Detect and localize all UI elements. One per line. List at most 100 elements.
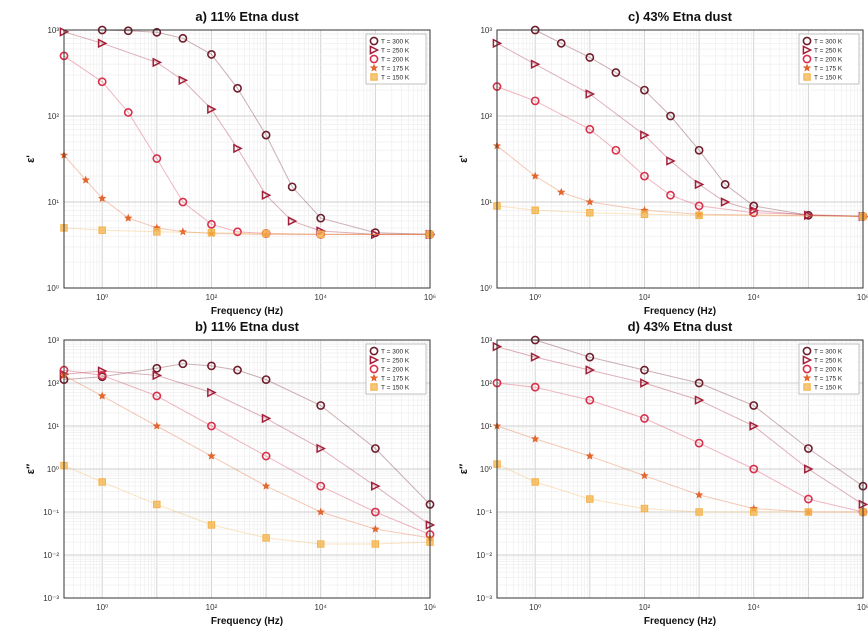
data-point xyxy=(97,77,107,87)
legend: T = 300 K T = 250 K T = 200 K T = 175 K T = … xyxy=(798,343,860,395)
data-point xyxy=(178,359,188,369)
series-3 xyxy=(59,365,435,539)
x-tick-label: 10⁰ xyxy=(96,293,108,302)
x-tick-label: 10⁶ xyxy=(857,293,868,302)
data-point xyxy=(233,83,242,93)
x-tick-label: 10² xyxy=(206,603,218,612)
data-point xyxy=(97,366,108,376)
y-tick-label: 10⁻³ xyxy=(43,594,59,603)
data-point xyxy=(531,171,540,180)
y-tick-label: 10⁻² xyxy=(43,551,59,560)
data-point xyxy=(804,508,813,516)
data-point xyxy=(611,145,621,155)
legend-marker xyxy=(802,54,812,64)
series-line xyxy=(63,465,431,545)
series-line xyxy=(63,370,431,526)
legend-label: T = 200 K xyxy=(814,57,843,64)
data-point xyxy=(370,507,380,517)
series-line xyxy=(496,346,864,505)
data-point xyxy=(261,190,272,201)
y-tick-label: 10² xyxy=(480,112,492,121)
data-point xyxy=(316,507,325,516)
x-axis-label: Frequency (Hz) xyxy=(211,616,283,627)
data-point xyxy=(261,481,271,490)
data-point xyxy=(123,108,133,117)
legend-marker xyxy=(802,364,812,374)
data-point xyxy=(530,382,540,392)
y-axis-label: ε″ xyxy=(25,463,37,474)
y-tick-label: 10² xyxy=(47,379,59,388)
data-point xyxy=(694,378,704,388)
legend-marker xyxy=(802,63,812,72)
legend-marker xyxy=(802,346,812,356)
data-point xyxy=(152,370,163,381)
chart-title: a) 11% Etna dust xyxy=(195,9,299,24)
data-point xyxy=(720,180,730,189)
data-point xyxy=(207,451,216,460)
legend-marker xyxy=(369,36,379,46)
data-point xyxy=(585,365,596,375)
x-tick-label: 10⁶ xyxy=(424,293,436,302)
y-axis-label: ε' xyxy=(25,155,37,163)
data-point xyxy=(261,375,271,384)
legend-marker xyxy=(369,364,379,374)
legend-label: T = 175 K xyxy=(814,66,843,73)
data-point xyxy=(640,85,649,95)
y-axis-label: ε' xyxy=(458,155,470,163)
data-point xyxy=(694,201,704,211)
data-point xyxy=(371,540,380,548)
x-axis-label: Frequency (Hz) xyxy=(644,306,716,317)
y-tick-label: 10¹ xyxy=(47,198,59,207)
grid xyxy=(496,29,864,289)
data-point xyxy=(153,500,161,509)
legend-marker xyxy=(802,355,813,365)
data-point xyxy=(152,421,161,430)
data-point xyxy=(152,154,162,163)
data-point xyxy=(178,197,188,207)
y-tick-label: 10⁻² xyxy=(476,551,492,560)
data-point xyxy=(749,508,758,516)
series-line xyxy=(63,55,430,235)
series-line xyxy=(63,363,431,505)
data-point xyxy=(261,413,272,424)
data-point xyxy=(316,230,325,239)
data-point xyxy=(97,38,108,49)
chart-panel-3: 10⁰ 10² 10⁴ 10⁶ 10⁻³ 10⁻² 10⁻¹ 10⁰ 10¹ 10² 10³ b) 1… xyxy=(25,319,436,627)
chart-title: d) 43% Etna dust xyxy=(628,319,733,334)
y-tick-label: 10⁰ xyxy=(47,465,59,474)
series-line xyxy=(63,369,431,535)
data-point xyxy=(207,421,216,431)
data-point xyxy=(152,27,162,37)
plot-frame xyxy=(496,339,864,599)
x-tick-label: 10⁴ xyxy=(748,603,761,612)
data-point xyxy=(207,50,216,59)
legend-label: T = 200 K xyxy=(381,57,410,64)
x-tick-label: 10⁴ xyxy=(315,293,328,302)
x-tick-label: 10⁴ xyxy=(748,293,761,302)
y-tick-label: 10¹ xyxy=(47,422,59,431)
data-point xyxy=(152,57,163,68)
data-point xyxy=(749,464,759,474)
legend: T = 300 K T = 250 K T = 200 K T = 175 K T = … xyxy=(365,33,427,85)
x-tick-label: 10⁴ xyxy=(315,603,328,612)
data-point xyxy=(316,481,326,491)
x-tick-label: 10⁶ xyxy=(857,603,868,612)
data-point xyxy=(586,209,594,217)
data-point xyxy=(98,391,107,400)
data-point xyxy=(287,182,297,192)
data-point xyxy=(804,464,814,474)
y-tick-label: 10⁰ xyxy=(480,284,492,293)
data-point xyxy=(81,175,90,184)
data-point xyxy=(585,395,595,405)
data-point xyxy=(207,104,217,115)
data-point xyxy=(123,26,133,36)
series-3 xyxy=(492,82,868,221)
data-point xyxy=(585,53,595,62)
data-point xyxy=(585,451,594,460)
legend-marker xyxy=(369,346,379,356)
x-tick-label: 10² xyxy=(639,293,651,302)
data-point xyxy=(666,111,675,121)
data-point xyxy=(98,226,106,234)
y-tick-label: 10³ xyxy=(47,26,59,35)
legend-marker xyxy=(369,45,380,55)
